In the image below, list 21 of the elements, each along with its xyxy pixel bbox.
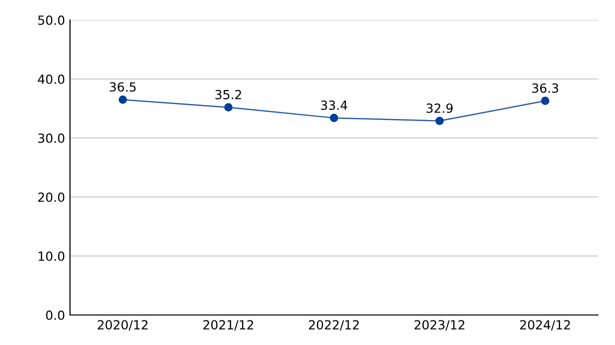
point: [435, 116, 444, 126]
y-tick-label: 0.0: [46, 310, 64, 320]
data-label: 36.5: [110, 82, 136, 92]
y-tick-label: 30.0: [38, 133, 64, 143]
point: [118, 95, 127, 104]
x-tick-label: 2023/12: [414, 320, 464, 331]
data-label: 33.4: [321, 100, 348, 110]
x-tick-label: 2020/12: [98, 320, 148, 331]
y-tick-label: 40.0: [38, 74, 64, 84]
data-label: 32.9: [426, 103, 453, 113]
point: [224, 103, 233, 112]
y-tick-label: 50.0: [38, 15, 64, 25]
point: [330, 114, 338, 122]
data-label: 35.2: [215, 90, 242, 100]
y-tick-label: 10.0: [38, 251, 64, 261]
x-tick-label: 2021/12: [203, 320, 254, 331]
x-tick-label: 2022/12: [308, 320, 359, 331]
data-label: 36.3: [532, 83, 558, 93]
y-tick-label: 20.0: [38, 192, 64, 202]
x-tick-label: 2024/12: [520, 320, 570, 331]
point: [541, 96, 550, 105]
